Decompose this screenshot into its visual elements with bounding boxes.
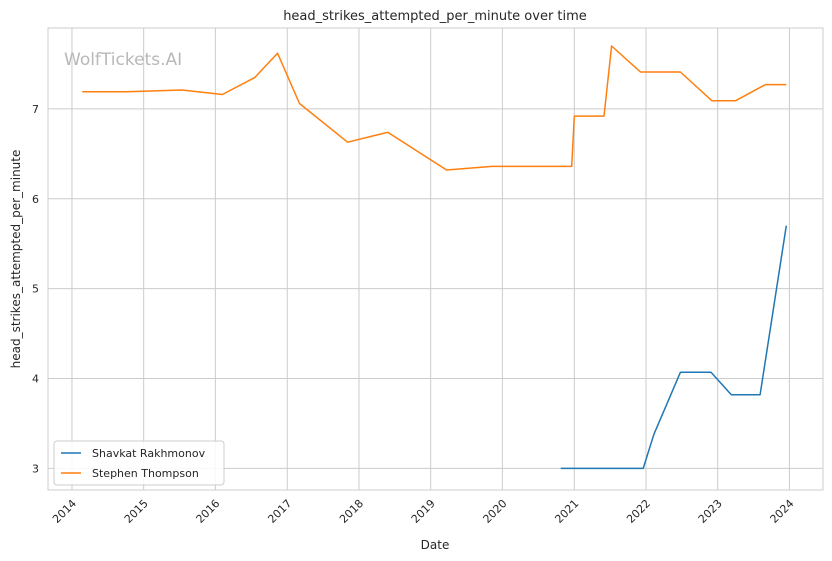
y-tick-label: 7 xyxy=(32,103,39,116)
y-tick-label: 6 xyxy=(32,193,39,206)
y-tick-label: 4 xyxy=(32,373,39,386)
grid-lines xyxy=(48,28,823,490)
watermark: WolfTickets.AI xyxy=(64,50,182,70)
legend-box xyxy=(53,440,225,486)
y-tick-labels: 3 4 5 6 7 xyxy=(32,103,39,476)
plot-area xyxy=(47,27,824,491)
series-layer xyxy=(82,45,788,470)
y-tick-label: 5 xyxy=(32,283,39,296)
chart-title: head_strikes_attempted_per_minute over t… xyxy=(283,9,587,24)
y-tick-label: 3 xyxy=(32,462,39,475)
legend-label: Stephen Thompson xyxy=(92,467,199,480)
y-axis-label: head_strikes_attempted_per_minute xyxy=(9,150,23,369)
legend: Shavkat Rakhmonov Stephen Thompson xyxy=(53,440,225,486)
series-line-shavkat-rakhmonov xyxy=(560,225,788,470)
legend-label: Shavkat Rakhmonov xyxy=(92,447,206,460)
x-axis-label: Date xyxy=(421,538,450,552)
series-line-stephen-thompson xyxy=(82,45,787,171)
